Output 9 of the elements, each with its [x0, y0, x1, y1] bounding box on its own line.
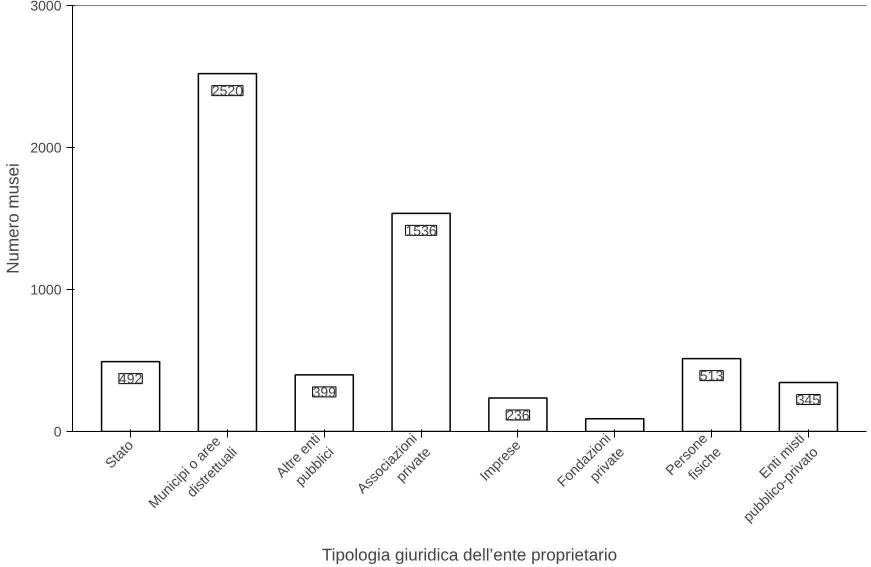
y-tick-label: 0: [54, 424, 62, 440]
y-axis-title: Numero musei: [3, 163, 22, 274]
data-label: 399: [312, 384, 336, 400]
x-axis-title: Tipologia giuridica dell’ente proprietario: [322, 545, 618, 564]
y-tick-label: 1000: [30, 282, 62, 298]
data-label: 1536: [406, 222, 437, 238]
y-tick-label: 2000: [30, 140, 62, 156]
data-label: 236: [506, 406, 530, 423]
y-tick-label: 3000: [30, 0, 62, 14]
